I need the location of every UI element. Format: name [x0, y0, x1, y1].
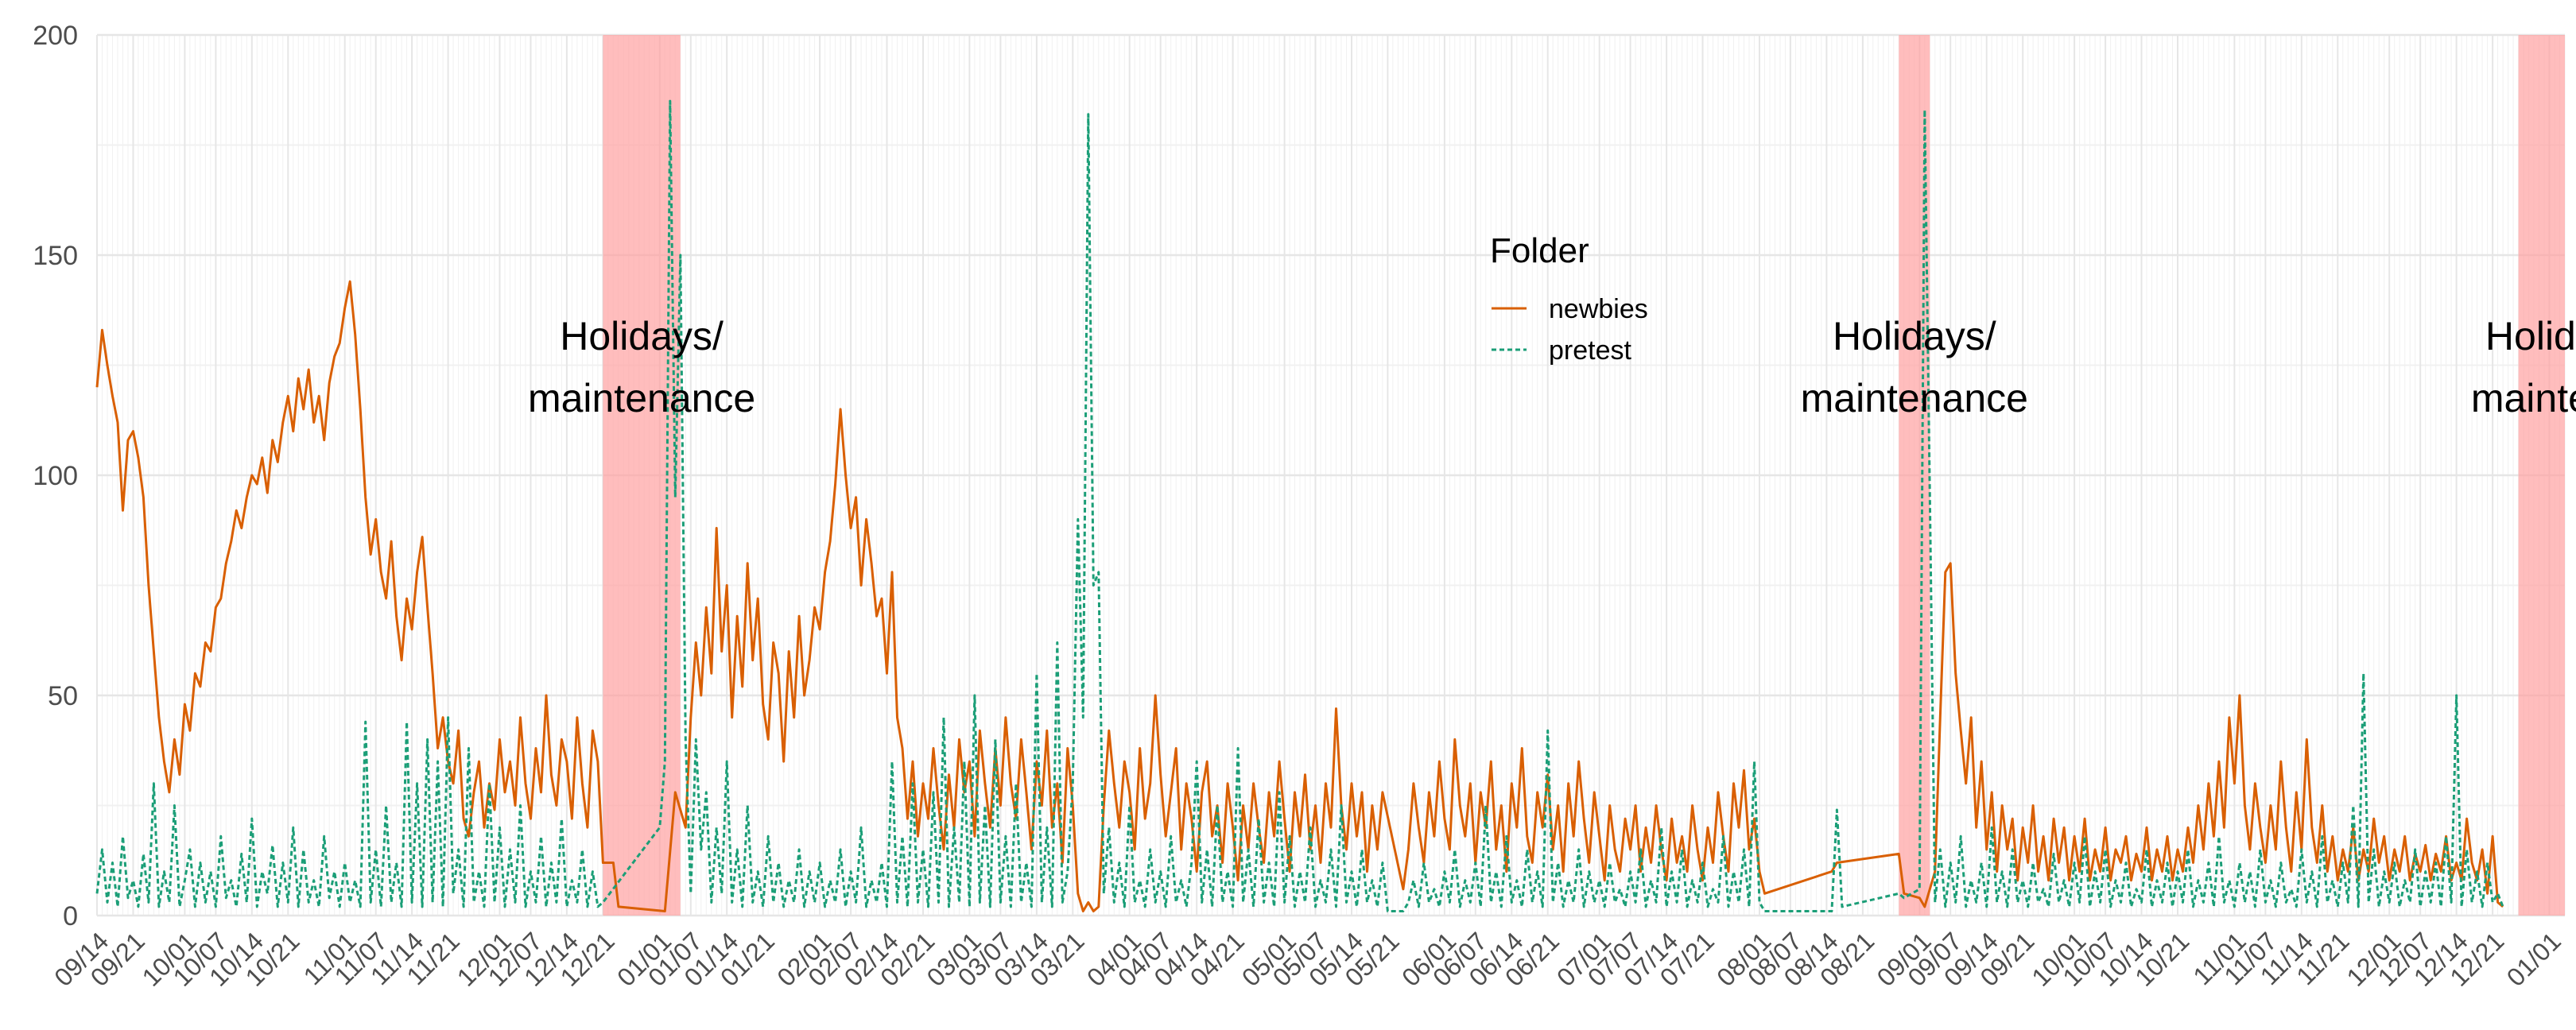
- holiday-band: [603, 35, 681, 916]
- y-tick-label: 50: [48, 681, 78, 711]
- series-line-newbies: [95, 280, 2504, 912]
- legend: Folder newbies pretest: [1490, 231, 1648, 366]
- band-label-line2: maintenance: [1801, 376, 2028, 420]
- x-axis: 09/1409/2110/0110/0710/1410/2111/0111/07…: [48, 927, 2566, 992]
- band-labels: Holidays/maintenance Holidays/maintenance…: [528, 314, 2576, 420]
- band-label-line1: Holidays/: [560, 314, 724, 358]
- series-lines: [95, 99, 2504, 912]
- legend-title: Folder: [1490, 231, 1589, 270]
- x-tick-label: 01/01: [2501, 927, 2566, 992]
- band-label-line2: mainten: [2471, 376, 2576, 420]
- y-tick-label: 150: [33, 241, 78, 271]
- grid: [96, 33, 2566, 917]
- holiday-bands: [603, 35, 2565, 916]
- holiday-band: [2518, 35, 2565, 916]
- y-tick-label: 100: [33, 461, 78, 491]
- band-label-line2: maintenance: [528, 376, 755, 420]
- legend-label-pretest: pretest: [1549, 335, 1631, 366]
- legend-label-newbies: newbies: [1549, 294, 1648, 324]
- y-axis: 0 50 100 150 200: [33, 21, 78, 931]
- y-tick-label: 0: [63, 901, 78, 931]
- band-label-line1: Holidays/: [1833, 314, 1996, 358]
- holiday-band: [1899, 35, 1930, 916]
- band-label-line1: Holida: [2485, 314, 2576, 358]
- y-tick-label: 200: [33, 21, 78, 51]
